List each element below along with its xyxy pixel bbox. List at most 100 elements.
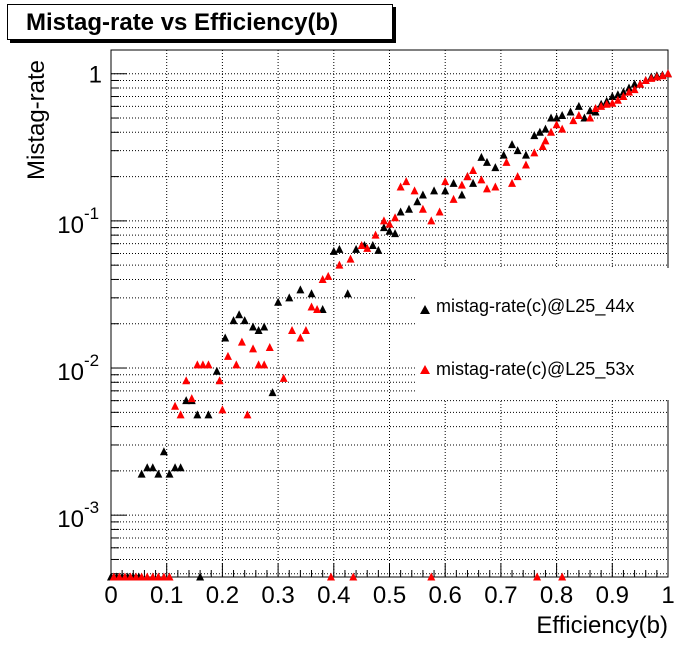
point-53x <box>296 333 305 342</box>
point-53x <box>346 254 355 263</box>
point-44x <box>176 463 185 472</box>
point-44x <box>491 163 500 172</box>
point-53x <box>143 572 152 581</box>
point-53x <box>482 184 491 193</box>
point-44x <box>404 204 413 213</box>
x-tick-label: 0 <box>104 582 117 609</box>
point-44x <box>441 186 450 195</box>
point-44x <box>430 186 439 195</box>
point-53x <box>218 405 227 414</box>
point-44x <box>137 469 146 478</box>
point-44x <box>499 150 508 159</box>
point-44x <box>193 410 202 419</box>
point-53x <box>641 75 650 84</box>
point-44x <box>154 469 163 478</box>
point-53x <box>427 216 436 225</box>
point-53x <box>132 572 141 581</box>
point-44x <box>143 463 152 472</box>
point-53x <box>574 111 583 120</box>
point-44x <box>530 131 539 140</box>
point-53x <box>265 342 274 351</box>
point-53x <box>427 572 436 581</box>
point-53x <box>521 160 530 169</box>
y-tick-exponent: -2 <box>84 351 99 370</box>
point-44x <box>268 388 277 397</box>
point-53x <box>204 360 213 369</box>
point-53x <box>469 166 478 175</box>
point-44x <box>580 113 589 122</box>
point-44x <box>196 572 205 581</box>
point-53x <box>385 219 394 228</box>
point-53x <box>664 69 672 78</box>
point-53x <box>530 148 539 157</box>
point-53x <box>491 182 500 191</box>
point-53x <box>171 401 180 410</box>
title-box: Mistag-rate vs Efficiency(b) <box>7 4 393 40</box>
point-44x <box>469 178 478 187</box>
point-44x <box>343 289 352 298</box>
point-44x <box>329 246 338 255</box>
point-53x <box>254 360 263 369</box>
point-44x <box>159 447 168 456</box>
tick-labels: 0 0.1 0.2 0.3 0.4 0.5 0.6 0.7 0.8 0.9 110 -310 -210-… <box>57 62 674 609</box>
point-53x <box>569 116 578 125</box>
x-tick-label: 0.8 <box>540 582 573 609</box>
point-53x <box>301 325 310 334</box>
legend-marker-53x <box>420 365 430 374</box>
x-tick-label: 0.4 <box>317 582 350 609</box>
point-44x <box>449 178 458 187</box>
x-tick-label: 0.1 <box>150 582 183 609</box>
point-44x <box>619 87 628 96</box>
point-44x <box>374 245 383 254</box>
point-53x <box>159 572 168 581</box>
y-tick-label: 10 <box>57 506 84 533</box>
point-44x <box>229 316 238 325</box>
point-53x <box>187 394 196 403</box>
point-53x <box>513 172 522 181</box>
x-tick-label: 0.5 <box>373 582 406 609</box>
point-44x <box>385 226 394 235</box>
point-44x <box>148 463 157 472</box>
x-axis-title: Efficiency(b) <box>536 612 668 639</box>
point-53x <box>115 572 124 581</box>
point-53x <box>508 178 517 187</box>
x-tick-label: 0.9 <box>596 582 629 609</box>
point-53x <box>533 572 542 581</box>
point-44x <box>586 106 595 115</box>
point-53x <box>591 104 600 113</box>
point-53x <box>307 302 316 311</box>
point-44x <box>352 244 361 253</box>
point-44x <box>260 322 269 331</box>
point-53x <box>327 572 336 581</box>
point-53x <box>558 572 567 581</box>
point-53x <box>279 373 288 382</box>
x-tick-label: 1 <box>661 582 674 609</box>
point-53x <box>608 98 617 107</box>
point-44x <box>521 150 530 159</box>
point-53x <box>349 572 358 581</box>
point-53x <box>198 360 207 369</box>
y-tick-exponent: -3 <box>84 498 99 517</box>
point-53x <box>137 572 146 581</box>
point-44x <box>396 207 405 216</box>
point-44x <box>296 285 305 294</box>
point-44x <box>391 229 400 238</box>
point-53x <box>630 85 639 94</box>
point-53x <box>613 95 622 104</box>
legend-marker-44x <box>420 305 430 314</box>
point-53x <box>379 216 388 225</box>
point-44x <box>235 310 244 319</box>
y-tick-label: 10 <box>57 359 84 386</box>
point-44x <box>547 113 556 122</box>
legend-label-53x: mistag-rate(c)@L25_53x <box>436 359 634 380</box>
legend-label-44x: mistag-rate(c)@L25_44x <box>436 296 634 317</box>
point-53x <box>357 241 366 250</box>
point-44x <box>477 152 486 161</box>
point-53x <box>215 376 224 385</box>
point-44x <box>625 83 634 92</box>
point-53x <box>126 572 135 581</box>
point-44x <box>457 190 466 199</box>
point-53x <box>109 572 118 581</box>
point-44x <box>182 396 191 405</box>
point-53x <box>148 572 157 581</box>
